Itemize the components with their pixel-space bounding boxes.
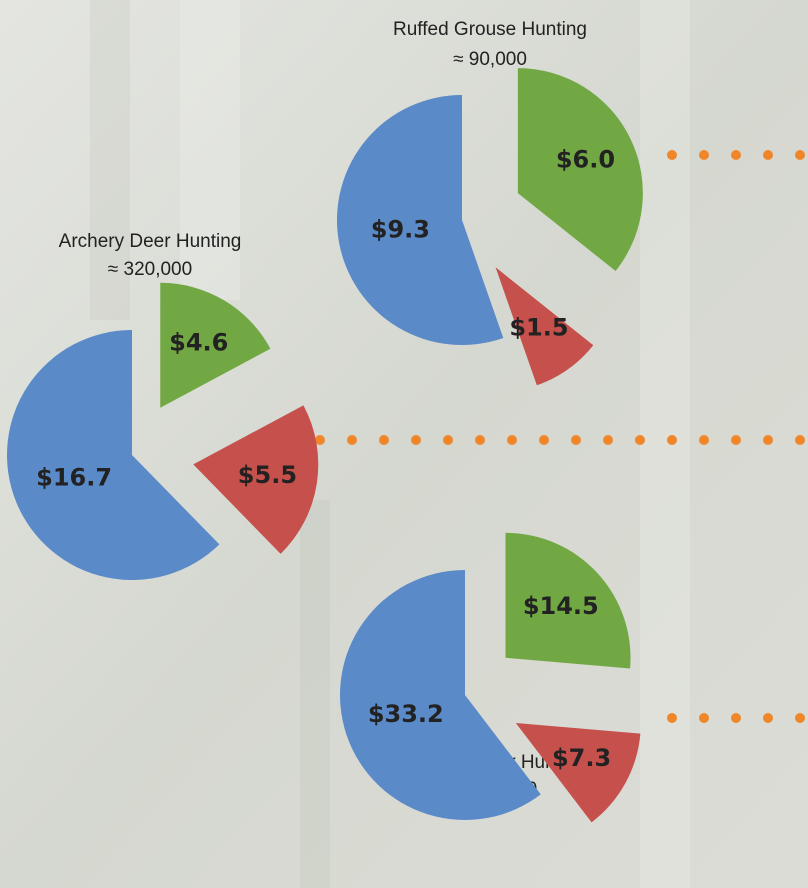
pie-title: Ruffed Grouse Hunting [393, 19, 587, 40]
slice-label: $1.5 [509, 313, 568, 341]
infographic: Ruffed Grouse Hunting ≈ 90,000 $6.0 $1.5 $9.… [0, 0, 808, 888]
slice-label: $33.2 [368, 700, 444, 728]
slice-label: $9.3 [371, 215, 430, 243]
slice-label: $4.6 [169, 328, 228, 356]
pie-subtitle: ≈ 90,000 [453, 49, 527, 70]
pie-title: Archery Deer Hunting [59, 231, 242, 252]
slice-label: $16.7 [36, 464, 112, 492]
slice-label: $14.5 [523, 592, 599, 620]
slice-label: $7.3 [552, 744, 611, 772]
pie-subtitle: ≈ 320,000 [108, 259, 192, 280]
slice-label: $6.0 [556, 146, 615, 174]
slice-label: $5.5 [238, 461, 297, 489]
